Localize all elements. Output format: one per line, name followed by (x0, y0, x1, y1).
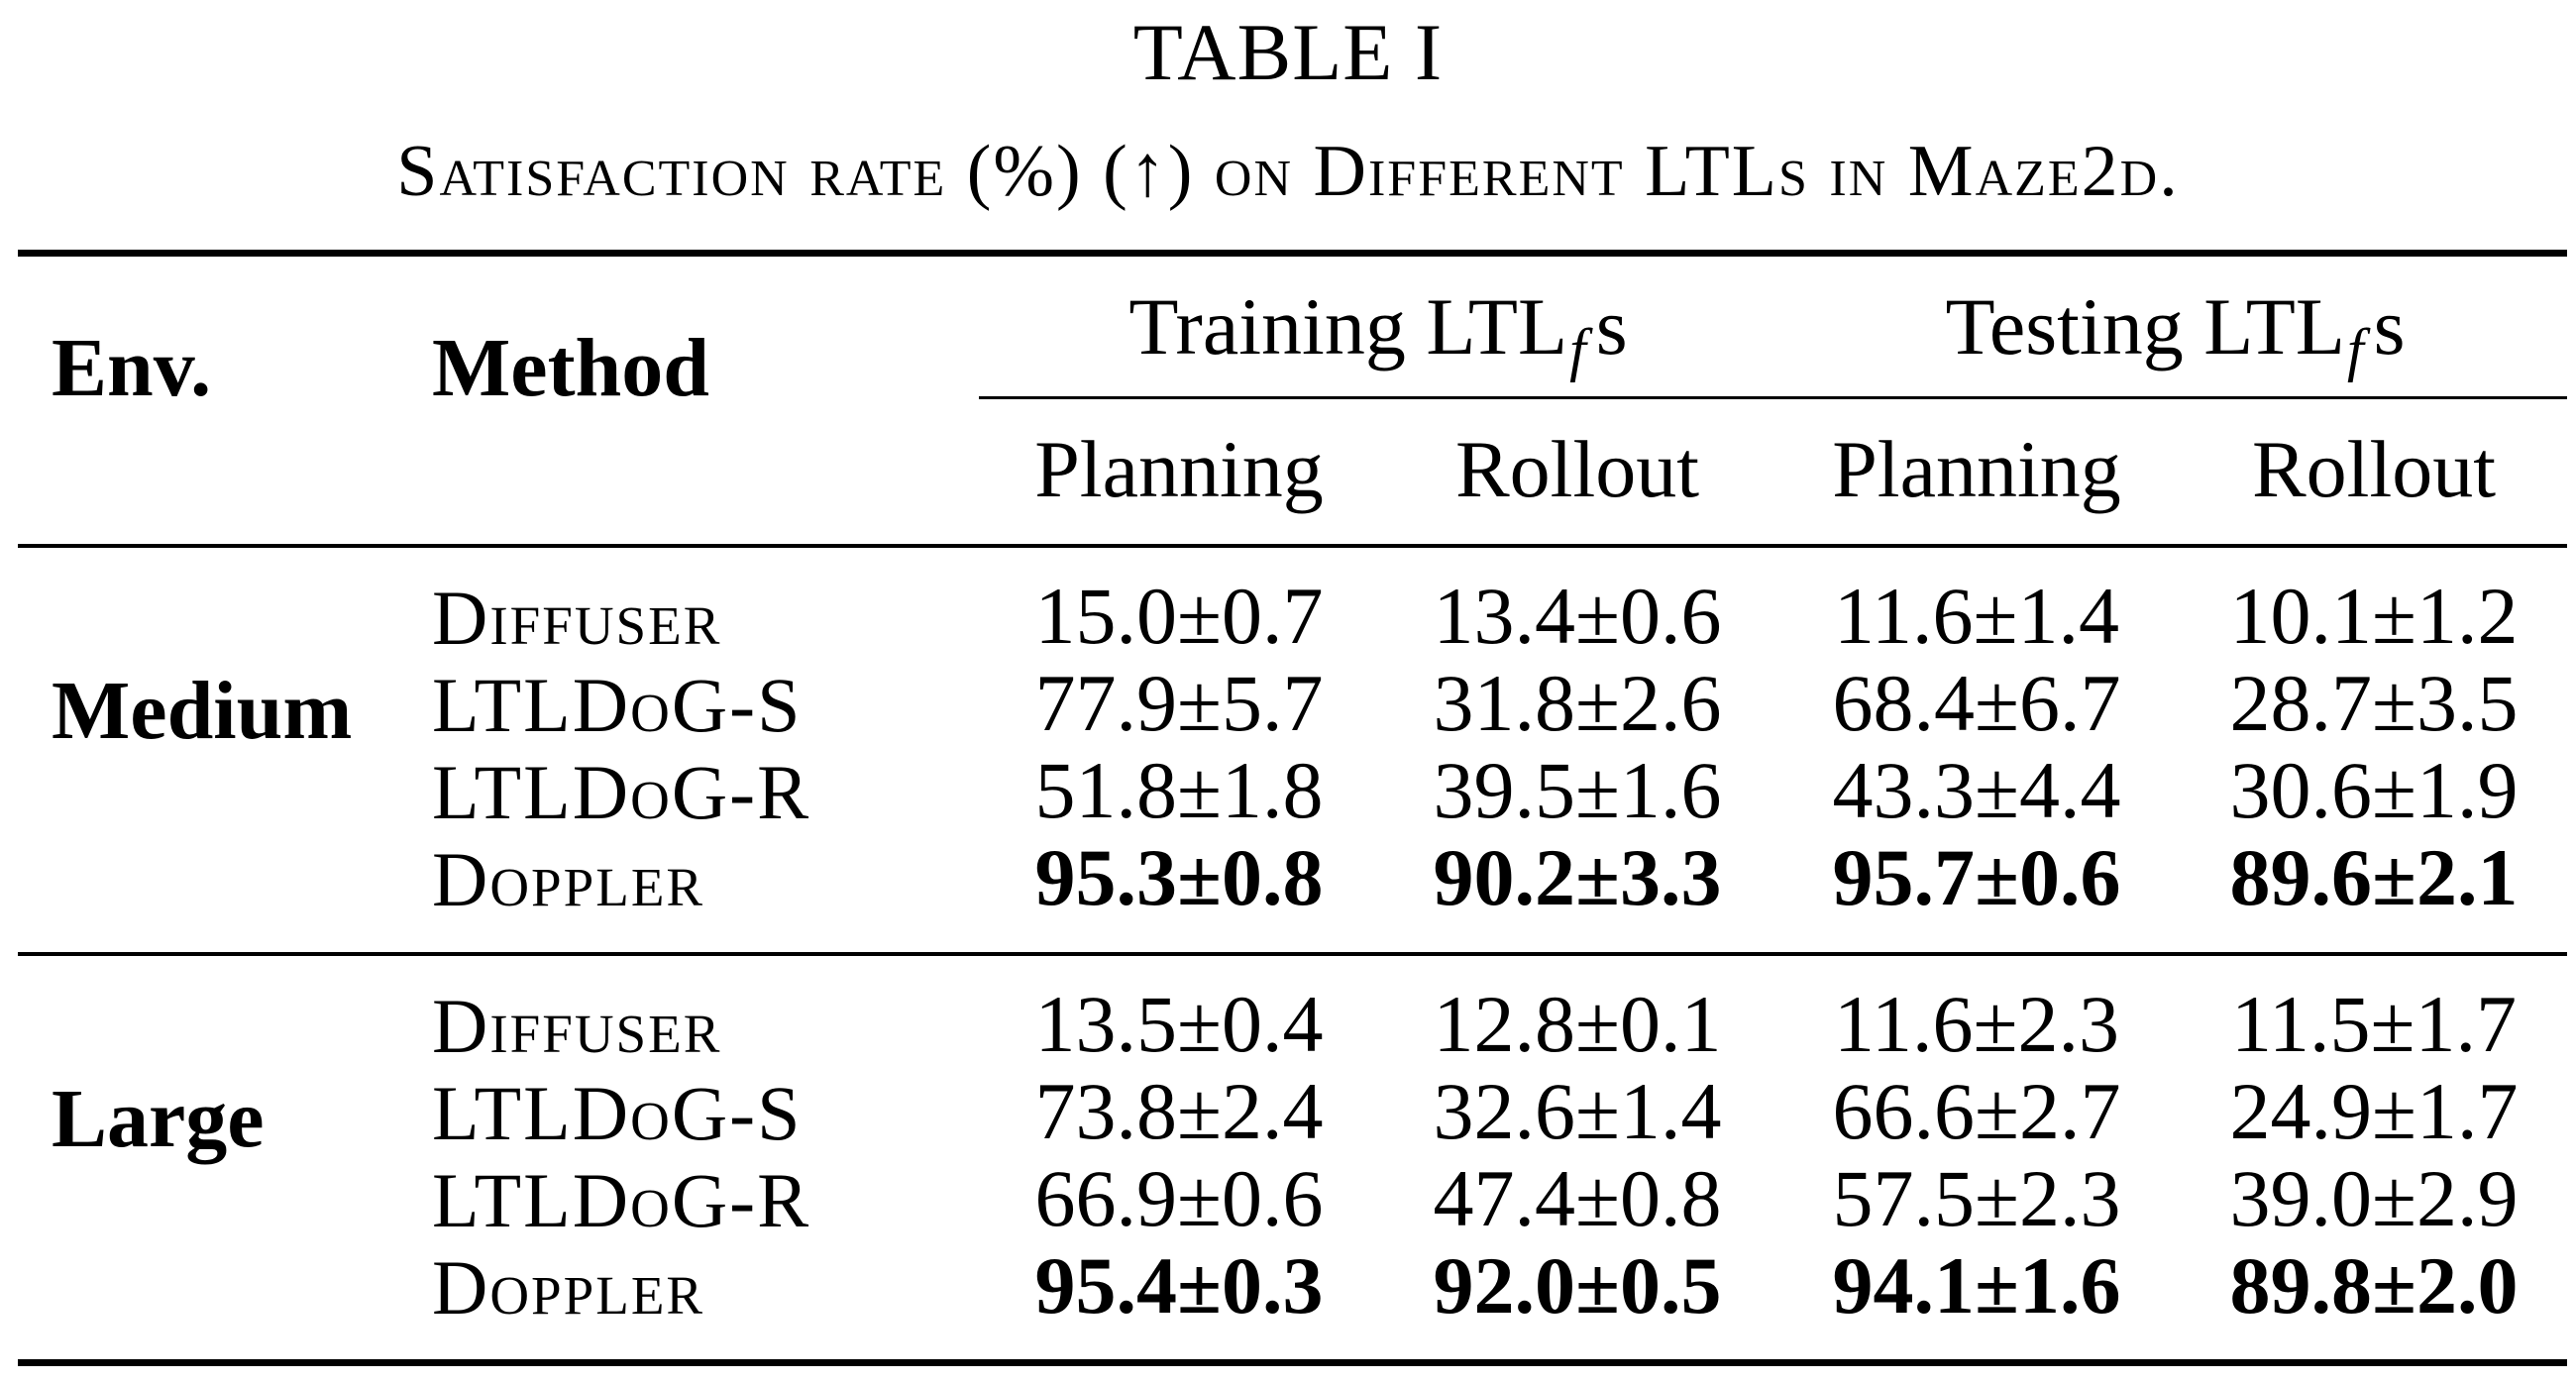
method-cell: Doppler (432, 836, 705, 922)
group-header-rule (979, 396, 2567, 399)
value-cell: 47.4±0.8 (1433, 1153, 1722, 1243)
block-separator-rule (18, 952, 2567, 956)
header-group-testing-prefix: Testing LTL (1945, 281, 2345, 372)
header-group-subscript: f (2346, 317, 2364, 382)
value-cell: 28.7±3.5 (2229, 658, 2519, 748)
method-cell: LTLDoG-R (432, 749, 811, 835)
value-cell: 13.5±0.4 (1034, 979, 1324, 1069)
header-group-suffix: s (1595, 281, 1628, 372)
value-cell: 31.8±2.6 (1433, 658, 1722, 748)
value-cell-best: 89.8±2.0 (2229, 1240, 2519, 1330)
value-cell-best: 92.0±0.5 (1433, 1240, 1722, 1330)
table-bottom-rule (18, 1359, 2567, 1366)
method-cell: LTLDoG-R (432, 1157, 811, 1243)
header-col-planning-testing: Planning (1832, 424, 2121, 514)
value-cell-best: 90.2±3.3 (1433, 832, 1722, 922)
value-cell: 39.0±2.9 (2229, 1153, 2519, 1243)
value-cell: 30.6±1.9 (2229, 745, 2519, 835)
method-cell: Diffuser (432, 983, 722, 1069)
value-cell: 66.6±2.7 (1832, 1066, 2121, 1156)
value-cell: 11.6±1.4 (1834, 571, 2119, 661)
env-label: Large (52, 1073, 265, 1165)
table-caption-title: TABLE I (1132, 7, 1444, 97)
value-cell: 43.3±4.4 (1832, 745, 2121, 835)
header-group-subscript: f (1569, 317, 1586, 382)
header-bottom-rule (18, 544, 2567, 548)
value-cell-best: 94.1±1.6 (1832, 1240, 2121, 1330)
header-env: Env. (52, 322, 212, 414)
header-col-rollout-testing: Rollout (2251, 424, 2497, 514)
value-cell-best: 95.7±0.6 (1832, 832, 2121, 922)
header-method: Method (432, 322, 709, 414)
header-group-training-prefix: Training LTL (1128, 281, 1568, 372)
value-cell: 10.1±1.2 (2229, 571, 2519, 661)
header-group-suffix: s (2373, 281, 2406, 372)
value-cell: 11.6±2.3 (1834, 979, 2119, 1069)
method-cell: Diffuser (432, 575, 722, 661)
value-cell-best: 89.6±2.1 (2229, 832, 2519, 922)
header-col-planning-training: Planning (1034, 424, 1324, 514)
value-cell: 73.8±2.4 (1034, 1066, 1324, 1156)
table-caption-subtitle: Satisfaction rate (%) (↑) on Different L… (396, 131, 2180, 212)
method-cell: LTLDoG-S (432, 1070, 803, 1156)
value-cell-best: 95.3±0.8 (1034, 832, 1324, 922)
value-cell: 12.8±0.1 (1433, 979, 1722, 1069)
header-group-training: Training LTLf s (981, 277, 1775, 383)
value-cell: 24.9±1.7 (2229, 1066, 2519, 1156)
value-cell: 51.8±1.8 (1034, 745, 1324, 835)
value-cell: 57.5±2.3 (1832, 1153, 2121, 1243)
value-cell: 15.0±0.7 (1034, 571, 1324, 661)
header-col-rollout-training: Rollout (1454, 424, 1700, 514)
value-cell: 66.9±0.6 (1034, 1153, 1324, 1243)
value-cell: 77.9±5.7 (1034, 658, 1324, 748)
value-cell: 11.5±1.7 (2231, 979, 2517, 1069)
env-label: Medium (52, 665, 353, 757)
value-cell: 32.6±1.4 (1433, 1066, 1722, 1156)
method-cell: LTLDoG-S (432, 662, 803, 748)
method-cell: Doppler (432, 1244, 705, 1330)
header-group-testing: Testing LTLf s (1778, 277, 2572, 383)
value-cell: 39.5±1.6 (1433, 745, 1722, 835)
table-top-rule (18, 250, 2567, 257)
value-cell: 13.4±0.6 (1433, 571, 1722, 661)
value-cell: 68.4±6.7 (1832, 658, 2121, 748)
value-cell-best: 95.4±0.3 (1034, 1240, 1324, 1330)
